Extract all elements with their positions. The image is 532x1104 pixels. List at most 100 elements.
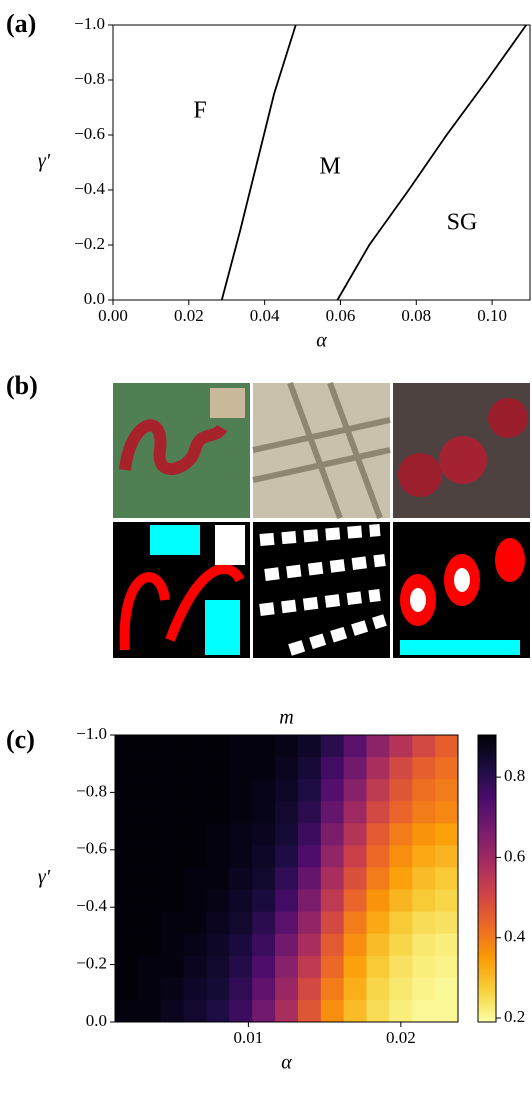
heatmap-cell [229, 999, 253, 1023]
heatmap-cell [343, 779, 368, 802]
heatmap-cell [137, 801, 162, 824]
heatmap-cell [275, 933, 299, 957]
heatmap-cell [160, 735, 185, 758]
heatmap-cell [160, 823, 185, 846]
heatmap-cell [275, 845, 299, 868]
heatmap-cell [206, 845, 230, 868]
heatmap-cell [343, 933, 368, 957]
panel-label: (b) [6, 371, 38, 400]
heatmap-cell [160, 757, 185, 780]
y-tick-label: −1.0 [74, 14, 105, 33]
heatmap-cell [115, 757, 139, 780]
x-tick-label: 0.06 [326, 306, 356, 325]
heatmap-cell [183, 779, 207, 802]
heatmap-cell [137, 845, 162, 868]
heatmap-cell [435, 867, 459, 891]
heatmap-cell [252, 911, 276, 935]
heatmap-cell [412, 757, 436, 780]
heatmap-cell [115, 955, 139, 979]
heatmap-cell [343, 801, 368, 824]
heatmap-cell [115, 867, 139, 891]
heatmap-cell [297, 823, 322, 846]
heatmap-cell [320, 823, 345, 846]
image-grid [113, 381, 530, 658]
heatmap-cell [115, 933, 139, 957]
y-tick-label: −0.6 [74, 124, 105, 143]
heatmap-cell [252, 757, 276, 780]
x-tick-label: 0.01 [234, 1028, 264, 1047]
y-tick-label: −1.0 [76, 724, 107, 743]
heatmap-cell [275, 801, 299, 824]
heatmap-cell [275, 757, 299, 780]
image-shape [410, 588, 426, 612]
heatmap-cell [320, 955, 345, 979]
heatmap-cell [160, 779, 185, 802]
heatmap-cell [343, 889, 368, 913]
colorbar-tick-label: 0.6 [504, 846, 525, 865]
heatmap-cell [412, 933, 436, 957]
heatmap-cell [137, 933, 162, 957]
heatmap-cell [297, 933, 322, 957]
heatmap-cell [183, 845, 207, 868]
heatmap-cell [183, 867, 207, 891]
region-label: F [193, 98, 206, 124]
colorbar [477, 734, 497, 1023]
heatmap-cell [366, 845, 390, 868]
heatmap-cell [275, 889, 299, 913]
image-shape [495, 538, 525, 582]
x-tick-label: 0.10 [477, 306, 507, 325]
heatmap-cell [389, 933, 413, 957]
heatmap-cell [412, 889, 436, 913]
heatmap-cell [366, 977, 390, 1001]
heatmap-cell [389, 823, 413, 846]
heatmap-cell [229, 779, 253, 802]
heatmap-cell [297, 735, 322, 758]
heatmap-cell [343, 999, 368, 1023]
heatmap-cell [252, 845, 276, 868]
heatmap-cell [275, 955, 299, 979]
heatmap-cell [320, 735, 345, 758]
heatmap-cell [206, 779, 230, 802]
y-tick-label: 0.0 [86, 1011, 107, 1030]
heatmap-cell [275, 823, 299, 846]
heatmap-cell [229, 735, 253, 758]
heatmap-cell [115, 999, 139, 1023]
heatmap-cell [252, 735, 276, 758]
heatmap-cell [297, 801, 322, 824]
heatmap-cell [320, 889, 345, 913]
heatmap-cell [435, 801, 459, 824]
heatmap-cell [252, 779, 276, 802]
heatmap-cell [366, 735, 390, 758]
heatmap-cell [115, 889, 139, 913]
heatmap-cell [183, 911, 207, 935]
heatmap-cell [366, 801, 390, 824]
image-shape [205, 600, 240, 655]
heatmap-cell [252, 889, 276, 913]
x-tick-label: 0.08 [401, 306, 431, 325]
y-tick-label: −0.4 [76, 896, 107, 915]
heatmap-cell [320, 801, 345, 824]
heatmap-cell [206, 889, 230, 913]
heatmap-cell [297, 757, 322, 780]
heatmap-cell [389, 845, 413, 868]
heatmap-cell [160, 845, 185, 868]
heatmap-cell [183, 889, 207, 913]
heatmap-cell [206, 933, 230, 957]
heatmap-cell [412, 801, 436, 824]
heatmap-cell [229, 977, 253, 1001]
heatmap-cell [389, 757, 413, 780]
heatmap-cell [389, 735, 413, 758]
heatmap-cell [343, 757, 368, 780]
heatmap-cell [435, 823, 459, 846]
heatmap-cell [435, 977, 459, 1001]
heatmap-cell [366, 757, 390, 780]
heatmap-cell [366, 933, 390, 957]
x-axis-label: α [281, 1052, 292, 1074]
image-shape [400, 640, 520, 655]
heatmap-cell [389, 801, 413, 824]
heatmap-cell [320, 933, 345, 957]
heatmap-cell [297, 999, 322, 1023]
heatmap-cell [366, 867, 390, 891]
phase-boundary [220, 24, 297, 301]
